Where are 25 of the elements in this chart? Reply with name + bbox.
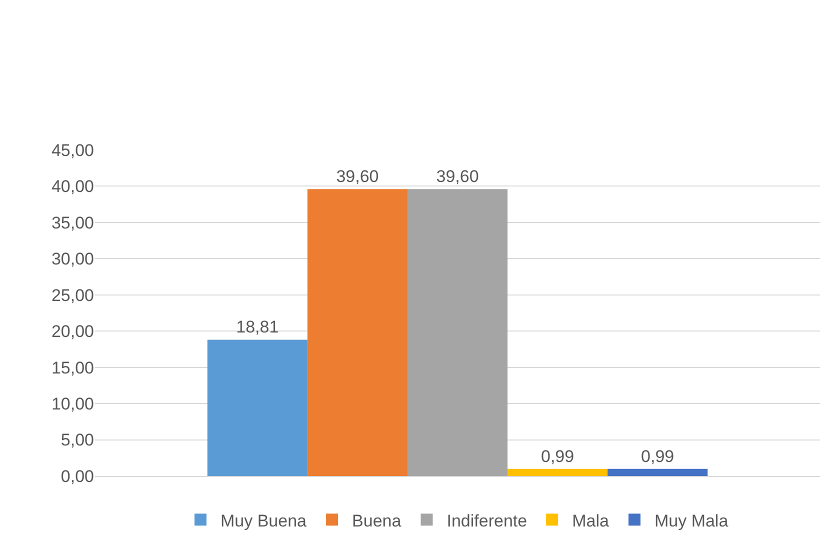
y-tick-label: 10,00: [51, 394, 94, 414]
y-tick-label: 25,00: [51, 286, 94, 305]
data-label: 0,99: [641, 446, 674, 466]
y-tick-label: 0,00: [60, 466, 94, 486]
legend-label: Muy Buena: [220, 511, 308, 530]
legend-label: Buena: [352, 511, 402, 530]
y-tick-label: 5,00: [60, 430, 94, 450]
bar: [508, 468, 608, 476]
data-label: 39,60: [436, 167, 479, 186]
bar: [407, 189, 508, 476]
y-tick-label: 30,00: [51, 250, 94, 269]
data-label: 39,60: [336, 167, 379, 186]
legend-label: Muy Mala: [654, 511, 729, 530]
y-tick-label: 20,00: [51, 322, 94, 342]
legend-label: Mala: [572, 511, 610, 530]
data-label: 18,81: [236, 318, 279, 337]
y-tick-label: 45,00: [51, 140, 94, 160]
bar: [307, 189, 408, 476]
data-label: 0,99: [541, 446, 574, 466]
bar: [207, 340, 308, 476]
legend-label: Indiferente: [446, 511, 528, 530]
y-tick-label: 15,00: [51, 358, 94, 378]
bar: [608, 468, 708, 476]
y-tick-label: 40,00: [51, 177, 94, 196]
y-tick-label: 35,00: [51, 213, 94, 232]
